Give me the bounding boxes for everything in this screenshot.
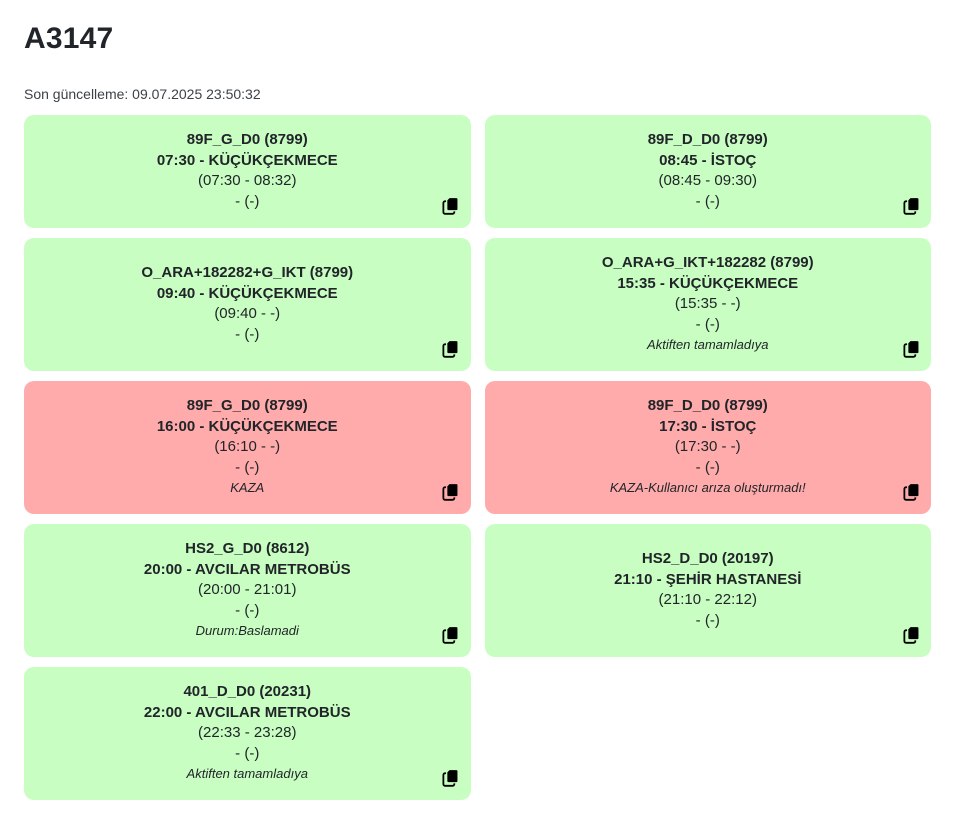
trip-status: Aktiften tamamladıya	[186, 766, 308, 781]
trip-code: HS2_D_D0 (20197)	[641, 550, 774, 567]
copy-button[interactable]	[440, 766, 462, 788]
trip-code: 89F_D_D0 (8799)	[647, 397, 768, 414]
trip-times: (22:33 - 23:28)	[198, 724, 297, 741]
trip-code: 401_D_D0 (20231)	[183, 683, 312, 700]
trip-card: 89F_G_D0 (8799) 16:00 - KÜÇÜKÇEKMECE (16…	[24, 381, 471, 514]
trip-route: 16:00 - KÜÇÜKÇEKMECE	[156, 417, 338, 435]
trip-extra: - (-)	[235, 601, 260, 619]
trip-route: 15:35 - KÜÇÜKÇEKMECE	[617, 274, 799, 292]
trip-status: Durum:Baslamadi	[195, 623, 299, 638]
copy-button[interactable]	[440, 337, 462, 359]
copy-button[interactable]	[440, 480, 462, 502]
trip-extra: - (-)	[235, 325, 260, 343]
trip-code: HS2_G_D0 (8612)	[185, 540, 310, 557]
copy-icon	[902, 339, 920, 358]
copy-button[interactable]	[440, 194, 462, 216]
trip-card: 89F_G_D0 (8799) 07:30 - KÜÇÜKÇEKMECE (07…	[24, 115, 471, 228]
trip-status: KAZA-Kullanıcı arıza oluşturmadı!	[609, 480, 806, 495]
trip-card: O_ARA+G_IKT+182282 (8799) 15:35 - KÜÇÜKÇ…	[484, 238, 931, 371]
trip-times: (09:40 - -)	[214, 305, 281, 322]
trip-times: (20:00 - 21:01)	[198, 581, 297, 598]
trip-times: (16:10 - -)	[214, 438, 281, 455]
copy-icon	[442, 196, 459, 215]
trip-card: 401_D_D0 (20231) 22:00 - AVCILAR METROBÜ…	[24, 667, 471, 800]
copy-icon	[442, 339, 459, 358]
copy-button[interactable]	[900, 194, 922, 216]
trip-card: HS2_G_D0 (8612) 20:00 - AVCILAR METROBÜS…	[24, 524, 471, 657]
trip-status: KAZA	[230, 480, 265, 495]
copy-button[interactable]	[900, 337, 922, 359]
trip-route: 17:30 - İSTOÇ	[659, 417, 757, 435]
trip-times: (07:30 - 08:32)	[198, 172, 297, 189]
copy-icon	[442, 768, 459, 787]
last-update-text: Son güncelleme: 09.07.2025 23:50:32	[24, 86, 261, 102]
copy-icon	[902, 625, 920, 644]
trip-card: O_ARA+182282+G_IKT (8799) 09:40 - KÜÇÜKÇ…	[24, 238, 471, 371]
trip-extra: - (-)	[235, 744, 260, 762]
trip-extra: - (-)	[695, 611, 720, 629]
trip-code: O_ARA+G_IKT+182282 (8799)	[601, 254, 814, 271]
trip-code: 89F_G_D0 (8799)	[186, 131, 308, 148]
trip-status: Aktiften tamamladıya	[647, 337, 769, 352]
copy-icon	[442, 625, 459, 644]
trip-card: 89F_D_D0 (8799) 17:30 - İSTOÇ (17:30 - -…	[484, 381, 931, 514]
trip-code: 89F_G_D0 (8799)	[186, 397, 308, 414]
page-title: A3147	[24, 22, 114, 55]
trip-route: 07:30 - KÜÇÜKÇEKMECE	[156, 151, 338, 169]
trip-route: 09:40 - KÜÇÜKÇEKMECE	[156, 284, 338, 302]
trip-grid: 89F_G_D0 (8799) 07:30 - KÜÇÜKÇEKMECE (07…	[24, 115, 931, 800]
trip-times: (21:10 - 22:12)	[658, 591, 757, 608]
copy-icon	[902, 196, 920, 215]
trip-code: 89F_D_D0 (8799)	[647, 131, 768, 148]
trip-route: 20:00 - AVCILAR METROBÜS	[143, 560, 351, 578]
trip-card: 89F_D_D0 (8799) 08:45 - İSTOÇ (08:45 - 0…	[484, 115, 931, 228]
trip-times: (08:45 - 09:30)	[658, 172, 757, 189]
copy-icon	[902, 482, 920, 501]
copy-button[interactable]	[900, 480, 922, 502]
copy-icon	[442, 482, 459, 501]
trip-extra: - (-)	[695, 315, 720, 333]
trip-route: 21:10 - ŞEHİR HASTANESİ	[614, 570, 802, 588]
trip-extra: - (-)	[695, 192, 720, 210]
copy-button[interactable]	[440, 623, 462, 645]
copy-button[interactable]	[900, 623, 922, 645]
trip-times: (15:35 - -)	[674, 295, 741, 312]
trip-card: HS2_D_D0 (20197) 21:10 - ŞEHİR HASTANESİ…	[484, 524, 931, 657]
trip-route: 08:45 - İSTOÇ	[659, 151, 757, 169]
trip-extra: - (-)	[695, 458, 720, 476]
trip-times: (17:30 - -)	[674, 438, 741, 455]
trip-extra: - (-)	[235, 458, 260, 476]
trip-route: 22:00 - AVCILAR METROBÜS	[143, 703, 351, 721]
trip-code: O_ARA+182282+G_IKT (8799)	[141, 264, 354, 281]
trip-extra: - (-)	[235, 192, 260, 210]
